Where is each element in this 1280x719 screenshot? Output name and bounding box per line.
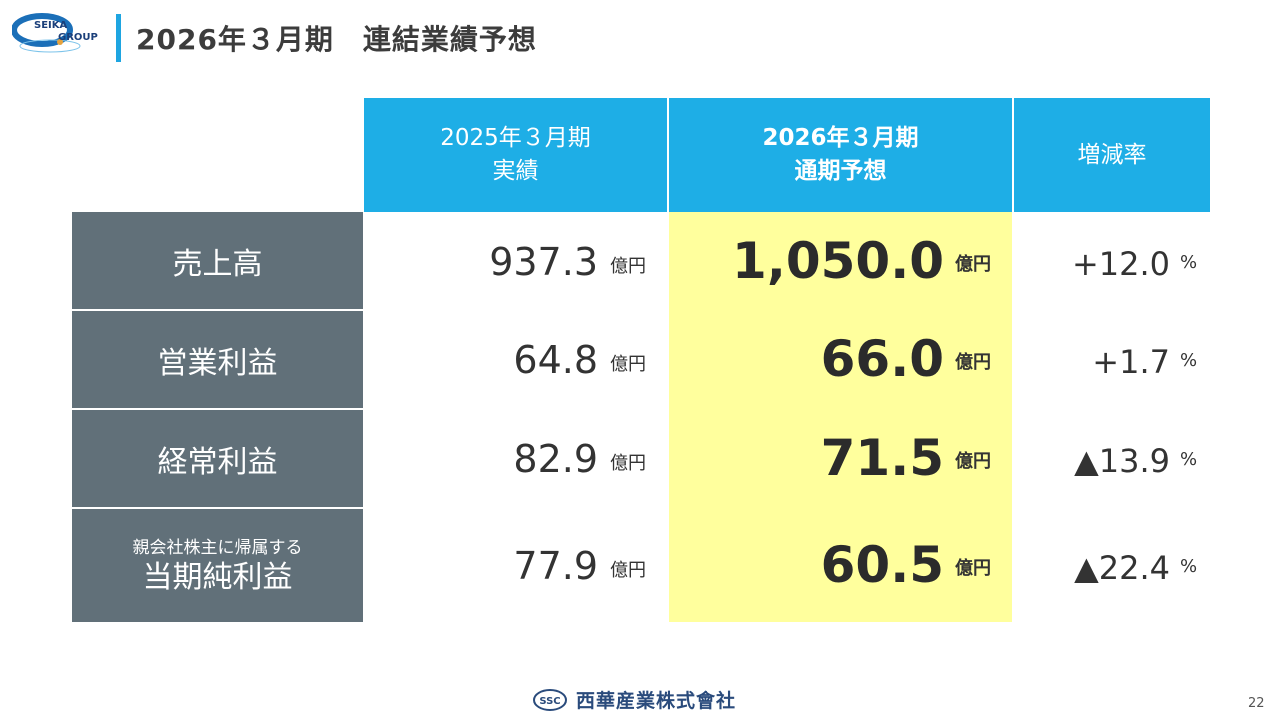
logo-text-top: SEIKA (34, 20, 68, 31)
forecast-value: 1,050.0 (732, 232, 944, 290)
row-label-subtext: 親会社株主に帰属する (132, 537, 303, 558)
column-header-2026-forecast: 2026年３月期 通期予想 (669, 98, 1012, 212)
actual-value: 82.9 (513, 437, 598, 481)
column-header-2025-line2: 実績 (492, 158, 539, 184)
logo-text-bottom: GROUP (58, 32, 98, 43)
forecast-unit: 億円 (955, 451, 991, 472)
column-header-change-rate: 増減率 (1014, 98, 1210, 212)
page-title: 2026年３月期 連結業績予想 (136, 23, 537, 56)
change-rate-unit: % (1180, 252, 1198, 273)
row-label-text: 経常利益 (157, 444, 278, 480)
column-header-rate-label: 増減率 (1077, 141, 1147, 168)
actual-value: 77.9 (513, 544, 598, 588)
column-header-2026-line2: 通期予想 (794, 158, 887, 184)
change-rate: +12.0 (1071, 245, 1170, 283)
row-label-net-income: 親会社株主に帰属する 当期純利益 (72, 509, 363, 622)
forecast-unit: 億円 (955, 254, 991, 275)
row-label-text: 売上高 (172, 246, 263, 282)
change-rate-unit: % (1180, 449, 1198, 470)
title-accent-bar (116, 14, 121, 62)
seika-group-logo: SEIKA GROUP (11, 8, 104, 58)
change-rate: ▲13.9 (1074, 442, 1170, 480)
company-name: 西華産業株式會社 (576, 690, 737, 712)
forecast-value: 60.5 (820, 536, 944, 594)
change-rate: +1.7 (1092, 343, 1170, 381)
change-rate-unit: % (1180, 350, 1198, 371)
row-label-text: 当期純利益 (142, 559, 293, 595)
ssc-mark-text: SSC (539, 696, 560, 707)
ssc-mark-icon: SSC (533, 688, 567, 711)
actual-value: 64.8 (513, 338, 598, 382)
company-footer-logo: SSC 西華産業株式會社 (532, 686, 736, 713)
actual-unit: 億円 (610, 453, 646, 474)
column-header-2026-line1: 2026年３月期 (762, 125, 919, 151)
column-header-2025-actual: 2025年３月期 実績 (364, 98, 667, 212)
forecast-highlight (669, 212, 1012, 622)
row-label-operating-profit: 営業利益 (72, 311, 363, 408)
forecast-unit: 億円 (955, 558, 991, 579)
row-label-net-sales: 売上高 (72, 212, 363, 309)
row-label-text: 営業利益 (157, 345, 278, 381)
actual-value: 937.3 (489, 240, 598, 284)
row-label-ordinary-profit: 経常利益 (72, 410, 363, 507)
column-header-2025-line1: 2025年３月期 (440, 125, 591, 151)
page-number: 22 (1248, 696, 1265, 711)
forecast-value: 66.0 (820, 330, 944, 388)
change-rate-unit: % (1180, 556, 1198, 577)
forecast-unit: 億円 (955, 352, 991, 373)
change-rate: ▲22.4 (1074, 549, 1170, 587)
actual-unit: 億円 (610, 256, 646, 277)
actual-unit: 億円 (610, 354, 646, 375)
forecast-value: 71.5 (820, 429, 944, 487)
actual-unit: 億円 (610, 560, 646, 581)
